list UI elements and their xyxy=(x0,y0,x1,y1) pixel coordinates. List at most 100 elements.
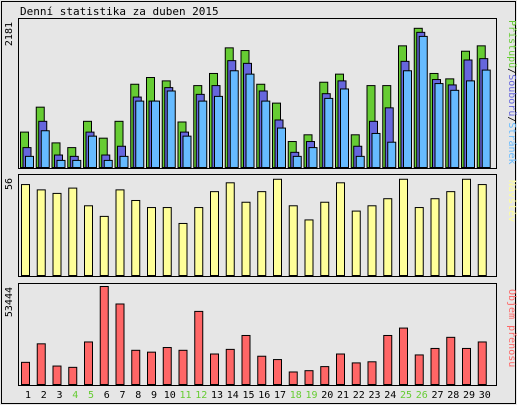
x-tick-label: 19 xyxy=(305,390,317,401)
bar-objem-day-15 xyxy=(241,334,251,385)
bar-objem-day-20 xyxy=(320,366,330,386)
x-tick-label: 12 xyxy=(195,390,207,401)
bar-navstev-day-19 xyxy=(304,219,314,277)
bar-objem-day-3 xyxy=(52,365,62,386)
bar-stránek-day-14 xyxy=(229,70,239,168)
bar-stránek-day-19 xyxy=(308,147,318,168)
bar-navstev-day-21 xyxy=(336,182,345,276)
bar-navstev-day-23 xyxy=(367,205,377,277)
bar-objem-day-23 xyxy=(367,361,377,386)
x-tick-label: 22 xyxy=(353,390,365,401)
bar-navstev-day-10 xyxy=(162,207,172,276)
x-tick-label: 13 xyxy=(211,390,223,401)
bar-navstev-day-28 xyxy=(446,191,456,276)
bar-stránek-day-5 xyxy=(88,135,97,169)
bar-objem-day-19 xyxy=(304,370,314,386)
x-tick-label: 30 xyxy=(479,390,491,401)
x-tick-label: 29 xyxy=(463,390,475,401)
chart-title: Denní statistika za duben 2015 xyxy=(20,5,219,18)
bar-objem-day-29 xyxy=(462,347,471,385)
x-tick-label: 21 xyxy=(337,390,349,401)
legend-item: Stránek xyxy=(506,122,517,164)
x-tick-label: 10 xyxy=(164,390,176,401)
x-tick-label: 11 xyxy=(179,390,191,401)
x-tick-label: 9 xyxy=(151,390,157,401)
bar-stránek-day-3 xyxy=(56,159,66,169)
x-tick-label: 1 xyxy=(25,390,31,401)
y-max-label: 53444 xyxy=(4,287,15,317)
bar-stránek-day-7 xyxy=(119,155,129,168)
bar-stránek-day-17 xyxy=(277,127,286,168)
bar-stránek-day-21 xyxy=(340,88,349,168)
x-tick-label: 17 xyxy=(274,390,286,401)
legend-item: Přístupů xyxy=(506,20,517,68)
bar-navstev-day-1 xyxy=(21,184,30,276)
x-tick-label: 4 xyxy=(72,390,78,401)
x-tick-label: 15 xyxy=(242,390,254,401)
legend-separator: / xyxy=(506,68,517,74)
x-tick-label: 14 xyxy=(227,390,239,401)
bar-navstev-day-25 xyxy=(399,178,408,276)
bar-objem-day-18 xyxy=(288,371,298,386)
bar-stránek-day-13 xyxy=(214,95,223,168)
bar-stránek-day-4 xyxy=(72,159,82,169)
bar-navstev-day-18 xyxy=(288,205,298,277)
bar-objem-day-27 xyxy=(430,347,440,385)
bar-stránek-day-22 xyxy=(355,155,365,168)
x-tick-label: 25 xyxy=(400,390,412,401)
bar-navstev-day-24 xyxy=(383,198,393,276)
bar-stránek-day-11 xyxy=(182,135,192,169)
bar-navstev-day-27 xyxy=(430,198,440,276)
bar-objem-day-11 xyxy=(178,349,188,386)
bar-objem-day-1 xyxy=(21,361,30,385)
x-axis-labels: 1 2 3 4 5 6 7 8 9 10 11 12 13 14 15 16 17 18 19 20 21 22 23 24 2… xyxy=(25,390,491,401)
y-max-label: 2181 xyxy=(4,22,15,46)
x-tick-label: 3 xyxy=(56,390,62,401)
bar-objem-day-7 xyxy=(115,303,125,385)
bar-stránek-day-25 xyxy=(403,70,412,168)
bar-navstev-day-30 xyxy=(477,184,487,276)
bar-navstev-day-11 xyxy=(178,222,188,276)
x-tick-label: 23 xyxy=(368,390,380,401)
bar-stránek-day-20 xyxy=(324,97,334,168)
bar-stránek-day-12 xyxy=(198,100,208,168)
bar-navstev-day-15 xyxy=(241,201,251,276)
bar-navstev-day-26 xyxy=(414,207,424,276)
bar-navstev-day-12 xyxy=(194,207,204,276)
bar-stránek-day-18 xyxy=(292,155,302,168)
x-tick-label: 27 xyxy=(431,390,443,401)
bar-stránek-day-8 xyxy=(135,100,145,168)
bar-navstev-day-14 xyxy=(225,182,235,276)
legend-separator: / xyxy=(506,116,517,122)
bar-stránek-day-28 xyxy=(450,89,460,168)
bar-objem-day-5 xyxy=(84,341,93,385)
panel-2: 56 Návštěv xyxy=(4,174,517,277)
bar-stránek-day-9 xyxy=(151,100,160,168)
bar-objem-day-4 xyxy=(68,366,78,385)
bar-navstev-day-22 xyxy=(351,210,361,276)
bar-navstev-day-13 xyxy=(210,191,219,276)
x-tick-label: 26 xyxy=(416,390,428,401)
bar-stránek-day-29 xyxy=(466,80,475,168)
bar-objem-day-24 xyxy=(383,334,393,385)
bar-objem-day-12 xyxy=(194,310,204,385)
bar-objem-day-25 xyxy=(399,327,408,386)
bar-objem-day-2 xyxy=(36,343,46,386)
x-tick-label: 5 xyxy=(88,390,94,401)
bar-navstev-day-29 xyxy=(462,178,471,276)
bar-objem-day-30 xyxy=(477,341,487,385)
bar-navstev-day-3 xyxy=(52,192,62,277)
bar-objem-day-22 xyxy=(351,362,361,385)
x-tick-label: 16 xyxy=(258,390,270,401)
bar-objem-day-8 xyxy=(131,349,141,386)
legend: Objem přenosu xyxy=(506,289,517,367)
bar-stránek-day-1 xyxy=(25,155,34,168)
x-tick-label: 7 xyxy=(119,390,125,401)
bar-objem-day-17 xyxy=(273,359,282,386)
bar-objem-day-28 xyxy=(446,336,456,385)
bar-objem-day-6 xyxy=(99,286,109,385)
bar-navstev-day-2 xyxy=(36,189,46,276)
